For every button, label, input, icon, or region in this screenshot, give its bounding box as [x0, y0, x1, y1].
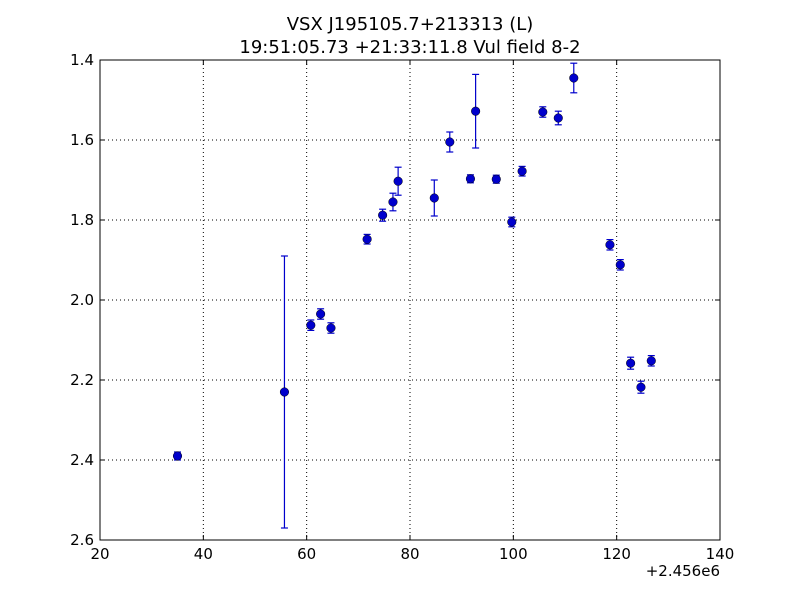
- tick-layer: [99, 59, 721, 541]
- data-marker: [491, 174, 501, 184]
- data-marker: [636, 382, 646, 392]
- y-tick-label: 2.2: [70, 371, 94, 389]
- chart-title-line2: 19:51:05.73 +21:33:11.8 Vul field 8-2: [239, 37, 580, 58]
- data-marker: [615, 260, 625, 270]
- data-marker: [507, 217, 517, 227]
- data-marker: [626, 358, 636, 368]
- data-marker: [362, 234, 372, 244]
- x-tick-label: 40: [194, 545, 213, 563]
- data-marker: [316, 309, 326, 319]
- data-marker: [378, 210, 388, 220]
- data-marker: [388, 197, 398, 207]
- data-marker: [172, 451, 183, 461]
- data-marker: [326, 323, 336, 333]
- y-tick-labels: 1.4 1.6 1.8 2.0 2.2 2.4 2.6: [70, 51, 94, 549]
- chart-title-line1: VSX J195105.7+213313 (L): [287, 14, 534, 35]
- y-tick-label: 2.0: [70, 291, 94, 309]
- data-marker: [429, 193, 439, 203]
- x-tick-label: 80: [400, 545, 419, 563]
- x-tick-label: 120: [602, 545, 631, 563]
- data-marker: [471, 106, 481, 116]
- data-marker: [517, 166, 527, 176]
- marker-layer: [172, 73, 656, 461]
- y-tick-label: 2.4: [70, 451, 94, 469]
- data-marker: [445, 137, 455, 147]
- data-marker: [538, 107, 548, 117]
- x-tick-label: 140: [706, 545, 735, 563]
- data-marker: [393, 176, 403, 186]
- x-tick-labels: 20 40 60 80 100 120 140: [90, 545, 734, 563]
- x-tick-label: 20: [90, 545, 109, 563]
- y-tick-label: 1.6: [70, 131, 94, 149]
- x-tick-label: 100: [499, 545, 528, 563]
- y-tick-label: 1.4: [70, 51, 94, 69]
- data-marker: [465, 174, 476, 184]
- data-marker: [569, 73, 579, 83]
- y-tick-label: 1.8: [70, 211, 94, 229]
- data-marker: [646, 356, 656, 366]
- data-marker: [306, 320, 316, 330]
- x-tick-label: 60: [297, 545, 316, 563]
- data-marker: [605, 240, 615, 250]
- data-marker: [553, 113, 563, 123]
- x-offset-label: +2.456e6: [646, 562, 720, 580]
- grid-layer: [100, 60, 720, 540]
- data-marker: [279, 387, 290, 397]
- y-tick-label: 2.6: [70, 531, 94, 549]
